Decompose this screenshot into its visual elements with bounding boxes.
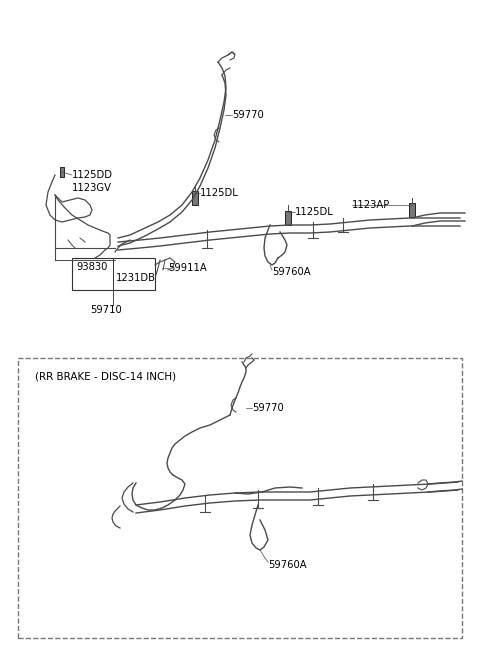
Text: 59710: 59710 (90, 305, 122, 315)
Text: 59770: 59770 (232, 110, 264, 120)
Text: (RR BRAKE - DISC-14 INCH): (RR BRAKE - DISC-14 INCH) (35, 372, 176, 382)
Text: 93830: 93830 (76, 262, 108, 272)
Bar (18, 358, 462, 638)
Bar (192, 191, 198, 205)
Text: 59770: 59770 (252, 403, 284, 413)
Bar (285, 211, 291, 225)
Bar (60, 167, 64, 177)
Text: 59760A: 59760A (272, 267, 311, 277)
Text: 1125DL: 1125DL (200, 188, 239, 198)
Bar (72, 258, 155, 290)
Text: 1123AP: 1123AP (352, 200, 390, 210)
Text: 59760A: 59760A (268, 560, 307, 570)
Bar (409, 203, 415, 217)
Text: 59911A: 59911A (168, 263, 207, 273)
Text: 1125DL: 1125DL (295, 207, 334, 217)
Text: 1231DB: 1231DB (116, 273, 156, 283)
Text: 1123GV: 1123GV (72, 183, 112, 193)
Text: 1125DD: 1125DD (72, 170, 113, 180)
